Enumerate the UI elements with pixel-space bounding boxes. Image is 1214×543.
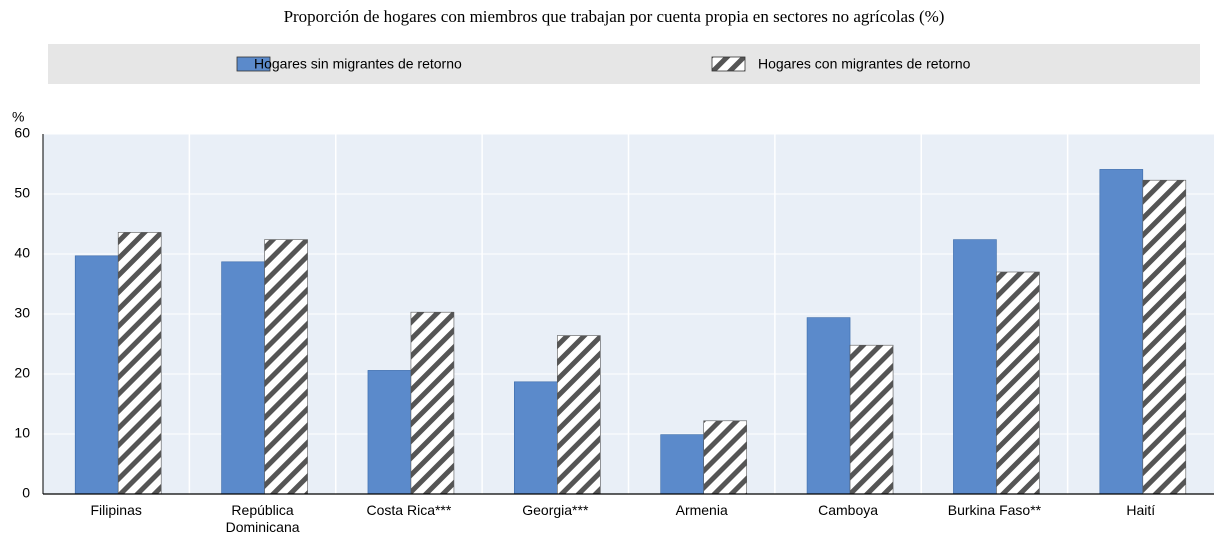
y-tick-label: 20: [14, 365, 30, 381]
x-tick-label: Burkina Faso**: [947, 502, 1042, 518]
bar: [703, 420, 747, 495]
legend-swatch: [236, 56, 271, 72]
bar: [514, 381, 558, 495]
bar: [117, 232, 162, 495]
x-tick-label: Armenia: [675, 502, 728, 518]
bar: [996, 271, 1040, 495]
y-tick-label: 0: [22, 485, 30, 501]
x-tick-label: República Dominicana: [225, 502, 300, 535]
bar: [410, 311, 455, 495]
legend-swatch: [711, 56, 746, 72]
legend-label: Hogares sin migrantes de retorno: [254, 56, 462, 72]
bar: [264, 239, 308, 495]
bar: [660, 434, 704, 495]
bar: [557, 335, 601, 495]
y-tick-label: 40: [14, 245, 30, 261]
x-tick-label: Georgia***: [522, 502, 589, 518]
x-tick-label: Camboya: [818, 502, 879, 518]
bar: [806, 317, 851, 495]
bar: [367, 370, 412, 495]
bar: [849, 344, 894, 495]
legend-label: Hogares con migrantes de retorno: [758, 56, 971, 72]
y-tick-label: 60: [14, 125, 30, 141]
bar: [1142, 179, 1187, 495]
bar: [74, 255, 119, 495]
x-tick-label: Costa Rica***: [366, 502, 452, 518]
bar: [221, 261, 265, 495]
bar: [1099, 169, 1144, 495]
x-tick-label: Filipinas: [90, 502, 142, 518]
y-axis-label: %: [12, 109, 24, 125]
chart-subtitle: Proporción de hogares con miembros que t…: [284, 7, 945, 26]
bar: [953, 239, 997, 495]
y-tick-label: 10: [14, 425, 30, 441]
y-tick-label: 50: [14, 185, 30, 201]
x-tick-label: Haití: [1126, 502, 1156, 518]
legend-band: [48, 44, 1200, 84]
y-tick-label: 30: [14, 305, 30, 321]
